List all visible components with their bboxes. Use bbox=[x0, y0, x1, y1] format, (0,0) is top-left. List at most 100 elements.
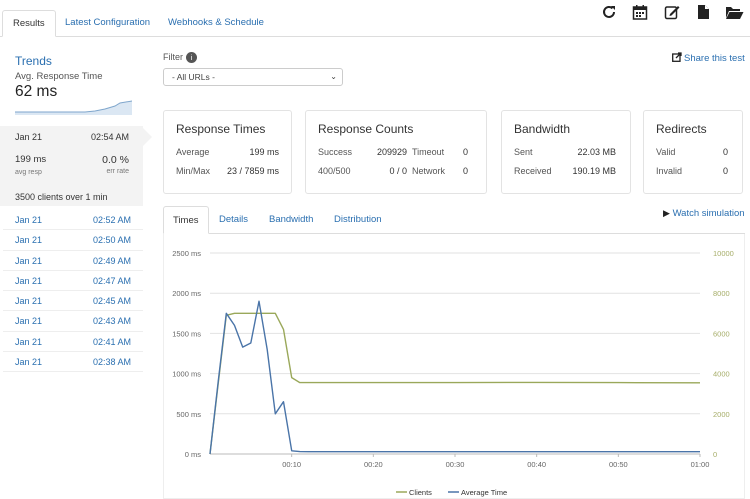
url-filter-select[interactable]: - All URLs - ⌄ bbox=[163, 68, 343, 86]
chevron-down-icon: ⌄ bbox=[330, 72, 337, 81]
series-line-average-time bbox=[209, 300, 700, 455]
file-icon[interactable] bbox=[695, 4, 711, 20]
history-time: 02:52 AM bbox=[92, 215, 131, 225]
tab-details[interactable]: Details bbox=[219, 214, 249, 225]
y-right-tick-label: 10000 bbox=[713, 249, 734, 258]
err-rate-label: err rate bbox=[106, 168, 129, 175]
history-date: Jan 21 bbox=[15, 336, 43, 347]
y-left-tick-label: 2000 ms bbox=[172, 289, 201, 298]
history-row[interactable]: Jan 21 02:52 AM bbox=[3, 210, 143, 231]
invalid-label: Invalid bbox=[656, 166, 683, 176]
history-date: Jan 21 bbox=[15, 296, 43, 307]
history-time: 02:50 AM bbox=[92, 235, 131, 246]
minmax-label: Min/Max bbox=[176, 166, 211, 176]
x-tick-label: 00:40 bbox=[527, 460, 546, 469]
history-date: Jan 21 bbox=[15, 316, 43, 327]
url-filter-value: - All URLs - bbox=[172, 72, 215, 82]
times-chart: 0 ms 0 500 ms 2000 1000 ms 4000 1500 ms 6000 200… bbox=[172, 249, 734, 497]
invalid-value: 0 bbox=[722, 166, 728, 176]
history-time: 02:47 AM bbox=[92, 275, 131, 286]
tab-latest-configuration[interactable]: Latest Configuration bbox=[65, 17, 151, 28]
history-date: Jan 21 bbox=[15, 357, 43, 368]
watch-simulation-link[interactable]: ▶ Watch simulation bbox=[663, 208, 745, 219]
received-label: Received bbox=[514, 166, 552, 176]
refresh-icon[interactable] bbox=[601, 4, 617, 20]
sent-label: Sent bbox=[514, 147, 533, 157]
chart-tab-bar: Times Details Bandwidth Distribution bbox=[163, 206, 745, 234]
history-row[interactable]: Jan 21 02:50 AM bbox=[3, 230, 143, 251]
legend-label: Average Time bbox=[461, 488, 507, 497]
share-icon bbox=[672, 52, 682, 62]
top-tab-bar: Results Latest Configuration Webhooks & … bbox=[0, 0, 750, 37]
history-row[interactable]: Jan 21 02:49 AM bbox=[3, 251, 143, 271]
card-title: Bandwidth bbox=[514, 122, 571, 136]
history-row[interactable]: Jan 21 02:43 AM bbox=[3, 311, 143, 332]
response-counts-card: Response Counts Success 209929 Timeout 0… bbox=[305, 110, 487, 194]
card-title: Response Counts bbox=[318, 122, 414, 136]
tab-bandwidth[interactable]: Bandwidth bbox=[269, 214, 314, 225]
timeout-label: Timeout bbox=[412, 147, 445, 157]
history-date: Jan 21 bbox=[15, 255, 43, 266]
y-left-tick-label: 2500 ms bbox=[172, 249, 201, 258]
history-row[interactable]: Jan 21 02:45 AM bbox=[3, 291, 143, 312]
current-run[interactable]: Jan 21 02:54 AM 199 ms avg resp 0.0 % er… bbox=[0, 126, 152, 206]
history-date: Jan 21 bbox=[15, 275, 43, 286]
x-tick-label: 00:30 bbox=[446, 460, 465, 469]
edit-icon[interactable] bbox=[664, 4, 680, 20]
info-icon[interactable]: i bbox=[186, 52, 197, 63]
watch-simulation-label: Watch simulation bbox=[672, 208, 745, 219]
bandwidth-card: Bandwidth Sent 22.03 MB Received 190.19 … bbox=[501, 110, 631, 194]
y-right-tick-label: 2000 bbox=[713, 410, 730, 419]
filter-label: Filter bbox=[163, 52, 183, 62]
average-label: Average bbox=[176, 147, 210, 157]
current-run-time: 02:54 AM bbox=[90, 132, 129, 142]
tab-distribution[interactable]: Distribution bbox=[334, 214, 382, 225]
response-times-card: Response Times Average 199 ms Min/Max 23… bbox=[163, 110, 292, 194]
success-value: 209929 bbox=[376, 147, 407, 157]
y-left-tick-label: 500 ms bbox=[176, 410, 201, 419]
avg-resp-label: avg resp bbox=[15, 169, 42, 176]
calendar-icon[interactable] bbox=[632, 4, 648, 20]
tab-times[interactable]: Times bbox=[163, 206, 209, 234]
y-right-tick-label: 0 bbox=[713, 450, 717, 459]
current-run-avg-resp: 199 ms bbox=[15, 154, 47, 165]
valid-label: Valid bbox=[656, 147, 676, 157]
status-400-500-value: 0 / 0 bbox=[389, 166, 407, 176]
x-tick-label: 00:10 bbox=[282, 460, 301, 469]
x-tick-label: 01:00 bbox=[691, 460, 710, 469]
history-row[interactable]: Jan 21 02:38 AM bbox=[3, 352, 143, 373]
share-link[interactable]: Share this test bbox=[672, 52, 745, 64]
history-row[interactable]: Jan 21 02:47 AM bbox=[3, 271, 143, 292]
y-left-tick-label: 1000 ms bbox=[172, 370, 201, 379]
chart-panel: 0 ms 0 500 ms 2000 1000 ms 4000 1500 ms 6000 200… bbox=[163, 234, 745, 499]
play-icon: ▶ bbox=[663, 208, 670, 218]
folder-open-icon[interactable] bbox=[725, 4, 744, 20]
history-time: 02:38 AM bbox=[92, 357, 131, 368]
history-time: 02:45 AM bbox=[92, 296, 131, 307]
average-value: 199 ms bbox=[249, 147, 279, 157]
tab-results[interactable]: Results bbox=[2, 10, 56, 37]
status-400-500-label: 400/500 bbox=[318, 166, 351, 176]
trends-subtitle: Avg. Response Time bbox=[15, 71, 103, 82]
trends-value: 62 ms bbox=[15, 83, 58, 100]
tab-webhooks-schedule[interactable]: Webhooks & Schedule bbox=[168, 17, 264, 28]
run-history-list: Jan 21 02:52 AM Jan 21 02:50 AM Jan 21 02:4… bbox=[3, 210, 143, 373]
history-date: Jan 21 bbox=[15, 235, 43, 246]
trend-sparkline bbox=[15, 100, 132, 115]
y-right-tick-label: 8000 bbox=[713, 289, 730, 298]
y-right-tick-label: 4000 bbox=[713, 370, 730, 379]
legend-label: Clients bbox=[409, 488, 432, 497]
y-left-tick-label: 1500 ms bbox=[172, 329, 201, 338]
trends-title[interactable]: Trends bbox=[15, 54, 52, 68]
history-time: 02:43 AM bbox=[92, 316, 131, 327]
current-run-clients: 3500 clients over 1 min bbox=[15, 192, 108, 202]
history-row[interactable]: Jan 21 02:41 AM bbox=[3, 332, 143, 353]
sent-value: 22.03 MB bbox=[577, 147, 616, 157]
network-label: Network bbox=[412, 166, 446, 176]
history-time: 02:41 AM bbox=[92, 336, 131, 347]
redirects-card: Redirects Valid 0 Invalid 0 bbox=[643, 110, 743, 194]
history-date: Jan 21 bbox=[15, 215, 43, 225]
card-title: Redirects bbox=[656, 122, 707, 136]
y-left-tick-label: 0 ms bbox=[185, 450, 202, 459]
received-value: 190.19 MB bbox=[572, 166, 616, 176]
